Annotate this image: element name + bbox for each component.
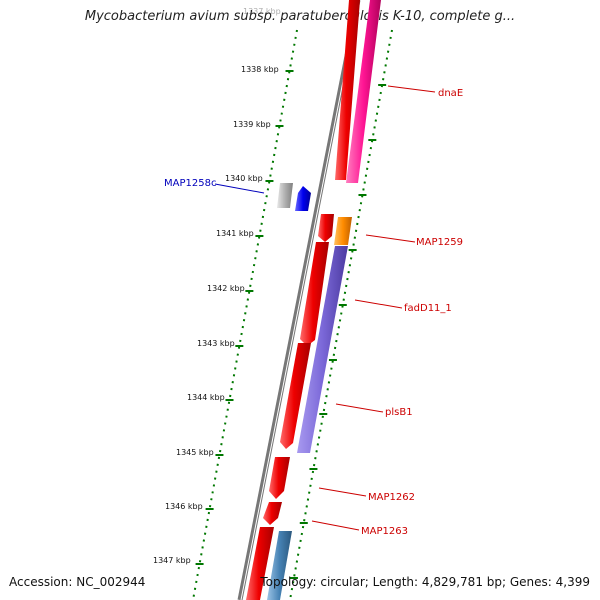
gene-map1258c-gray[interactable] bbox=[277, 183, 293, 208]
leader-map1263 bbox=[311, 520, 360, 531]
gene-map1258c-blue[interactable] bbox=[295, 186, 311, 211]
scale-label: 1343 kbp bbox=[197, 339, 235, 348]
accession-text: Accession: NC_002944 bbox=[9, 575, 146, 589]
gene-label-plsB1[interactable]: plsB1 bbox=[385, 407, 413, 418]
gene-fadD11-red[interactable] bbox=[300, 242, 329, 346]
backbone-core bbox=[240, 0, 360, 600]
gene-label-map1259[interactable]: MAP1259 bbox=[416, 237, 463, 248]
leader-map1258c bbox=[214, 183, 265, 194]
scale-label: 1342 kbp bbox=[207, 284, 245, 293]
scale-label: 1346 kbp bbox=[165, 502, 203, 511]
scale-label: 1341 kbp bbox=[216, 229, 254, 238]
gene-map1259-orange[interactable] bbox=[334, 217, 352, 245]
gene-map1262-red[interactable] bbox=[269, 457, 290, 499]
gene-label-map1262[interactable]: MAP1262 bbox=[368, 492, 415, 503]
scale-label: 1344 kbp bbox=[187, 393, 225, 402]
scale-label: 1345 kbp bbox=[176, 448, 214, 457]
gene-steelblue-bottom[interactable] bbox=[267, 531, 292, 600]
gene-dnaE-pink[interactable] bbox=[346, 0, 381, 183]
gene-fadD11-purple[interactable] bbox=[297, 246, 348, 453]
gene-label-map1263[interactable]: MAP1263 bbox=[361, 526, 408, 537]
gene-plsB1-red[interactable] bbox=[280, 343, 311, 449]
leader-map1262 bbox=[318, 487, 367, 497]
gene-map1259-red[interactable] bbox=[318, 214, 334, 242]
gene-dnaE-forward[interactable] bbox=[335, 0, 360, 180]
scale-label: 1338 kbp bbox=[241, 65, 279, 74]
scale-track-left bbox=[192, 29, 298, 600]
leader-fadD11_1 bbox=[354, 299, 403, 309]
gene-map1263-red[interactable] bbox=[263, 502, 282, 525]
gene-label-dnaE[interactable]: dnaE bbox=[438, 88, 463, 99]
leader-map1259 bbox=[365, 234, 416, 243]
gene-label-map1258c[interactable]: MAP1258c bbox=[164, 178, 216, 189]
gene-red-bottom[interactable] bbox=[246, 527, 274, 600]
scale-label: 1340 kbp bbox=[225, 174, 263, 183]
leader-plsB1 bbox=[335, 403, 384, 413]
scale-ticks-left bbox=[195, 70, 294, 565]
scale-label: 1347 kbp bbox=[153, 556, 191, 565]
gene-label-fadD11_1[interactable]: fadD11_1 bbox=[404, 303, 452, 314]
scale-label: 1337 kbp bbox=[243, 7, 281, 16]
leader-dnaE bbox=[387, 85, 436, 93]
topology-text: Topology: circular; Length: 4,829,781 bp… bbox=[260, 575, 590, 589]
scale-ticks-right bbox=[289, 84, 387, 579]
backbone-line bbox=[237, 0, 361, 600]
scale-label: 1339 kbp bbox=[233, 120, 271, 129]
map-title: Mycobacterium avium subsp. paratuberculo… bbox=[84, 9, 516, 24]
